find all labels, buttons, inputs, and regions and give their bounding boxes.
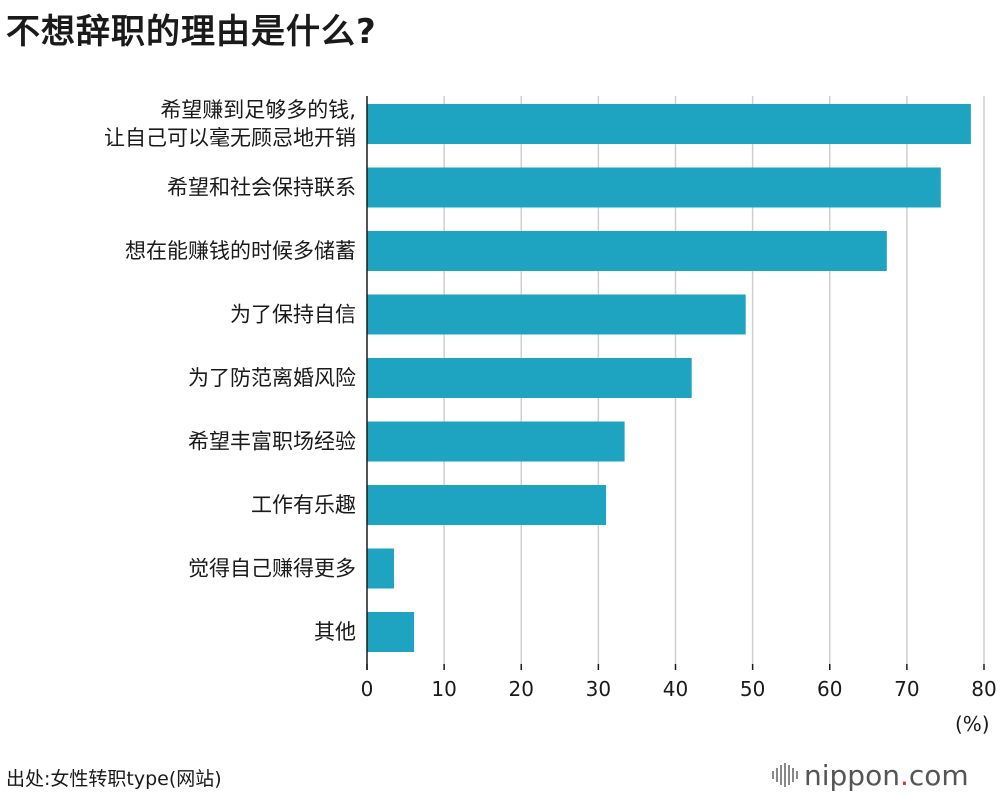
x-tick-label: 30 (586, 677, 611, 701)
unit-label: (%) (955, 712, 990, 736)
category-label: 希望赚到足够多的钱, (160, 98, 356, 122)
category-label: 让自己可以毫无顾忌地开销 (104, 126, 356, 150)
x-tick-label: 10 (431, 677, 456, 701)
category-label: 希望丰富职场经验 (188, 430, 356, 454)
logo-dot: . (899, 758, 909, 792)
x-tick-label: 60 (817, 677, 842, 701)
bar (367, 612, 415, 652)
x-tick-label: 80 (971, 677, 996, 701)
x-tick-label: 40 (663, 677, 688, 701)
bar (367, 358, 692, 398)
nippon-logo: nippon. com (772, 758, 969, 792)
category-labels: 希望赚到足够多的钱, 让自己可以毫无顾忌地开销希望和社会保持联系想在能赚钱的时候多… (104, 98, 356, 644)
bars (367, 104, 971, 652)
source-note: 出处:女性转职type(网站) (6, 768, 222, 790)
x-tick-label: 50 (740, 677, 765, 701)
bar (367, 167, 941, 208)
category-label: 希望和社会保持联系 (167, 176, 356, 200)
chart-title: 不想辞职的理由是什么? (6, 12, 377, 52)
x-tick-label: 70 (894, 677, 919, 701)
category-label: 其他 (314, 620, 356, 644)
bar (367, 104, 971, 144)
category-label: 想在能赚钱的时候多储蓄 (125, 239, 356, 263)
x-axis: 0 10 20 30 40 50 60 70 80 (361, 96, 997, 701)
x-tick-label: 20 (509, 677, 534, 701)
bar (367, 485, 607, 525)
category-label: 工作有乐趣 (251, 493, 356, 517)
x-tick-label: 0 (361, 677, 374, 701)
logo-text: nippon (804, 758, 900, 792)
bar (367, 548, 394, 589)
category-label: 觉得自己赚得更多 (188, 557, 356, 581)
category-label: 为了防范离婚风险 (188, 366, 356, 390)
logo-mark-icon (772, 763, 798, 787)
bar (367, 294, 746, 335)
bar (367, 231, 887, 271)
logo-suffix: com (908, 758, 969, 792)
bar (367, 421, 625, 462)
category-label: 为了保持自信 (230, 303, 356, 327)
